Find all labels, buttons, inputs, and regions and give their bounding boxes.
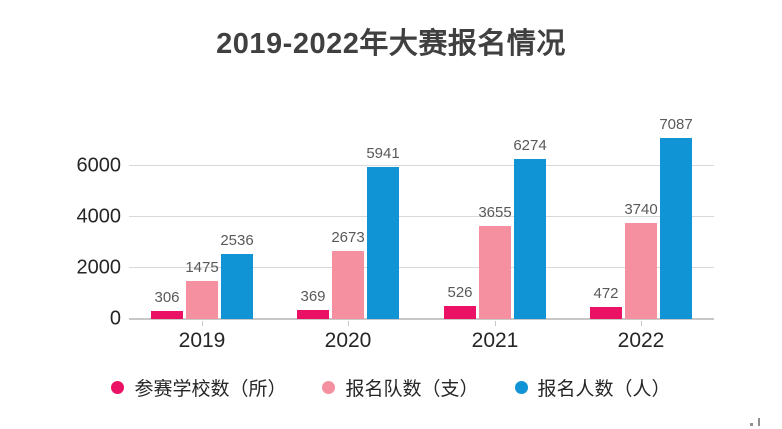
legend-dot-icon <box>514 381 528 394</box>
x-category-label: 2019 <box>178 329 226 352</box>
value-label: 3740 <box>624 201 658 218</box>
bar-2020-series2 <box>332 251 364 319</box>
x-axis-tick <box>202 321 203 326</box>
legend-label: 参赛学校数（所） <box>134 379 287 400</box>
bar-2022-series2 <box>625 223 657 319</box>
value-label: 526 <box>447 284 473 301</box>
legend: 参赛学校数（所） 报名队数（支） 报名人数（人） <box>0 374 782 401</box>
plot-area: 306 1475 2536 369 2673 5941 526 3655 6274 472 3740… <box>129 116 714 326</box>
value-label: 3655 <box>478 204 512 221</box>
gridline-2000 <box>129 267 714 268</box>
bar-2022-series3 <box>660 138 692 319</box>
x-axis-line <box>129 318 714 320</box>
watermark-dot <box>750 423 753 426</box>
y-tick-label: 4000 <box>76 205 122 228</box>
legend-item-series2: 报名队数（支） <box>322 374 479 401</box>
bar-2021-series2 <box>479 226 511 319</box>
y-axis: 0 2000 4000 6000 <box>0 130 122 329</box>
bar-2019-series1 <box>151 311 183 319</box>
x-axis: 2019 2020 2021 2022 <box>129 329 714 353</box>
x-axis-tick <box>348 321 349 326</box>
y-tick-label: 0 <box>109 307 121 330</box>
value-label: 472 <box>593 285 619 302</box>
x-category-label: 2021 <box>471 329 519 352</box>
x-axis-tick <box>641 321 642 326</box>
value-label: 6274 <box>513 137 547 154</box>
x-category-label: 2022 <box>617 329 665 352</box>
x-category-label: 2020 <box>324 329 372 352</box>
y-tick-label: 2000 <box>76 256 122 279</box>
chart-title: 2019-2022年大赛报名情况 <box>216 28 566 60</box>
legend-label: 报名队数（支） <box>345 379 479 400</box>
legend-dot-icon <box>322 381 336 394</box>
value-label: 2673 <box>331 229 365 246</box>
bar-2019-series3 <box>221 254 253 319</box>
gridline-4000 <box>129 216 714 217</box>
bar-2019-series2 <box>186 281 218 319</box>
y-tick-label: 6000 <box>76 154 122 177</box>
value-label: 306 <box>154 289 180 306</box>
legend-item-series3: 报名人数（人） <box>514 374 671 401</box>
legend-item-series1: 参赛学校数（所） <box>111 374 286 401</box>
legend-label: 报名人数（人） <box>537 379 671 400</box>
gridline-6000 <box>129 165 714 166</box>
bar-2021-series1 <box>444 306 476 319</box>
value-label: 5941 <box>366 145 400 162</box>
value-label: 2536 <box>220 232 254 249</box>
watermark-tick <box>758 418 760 426</box>
value-label: 369 <box>300 288 326 305</box>
x-axis-tick <box>495 321 496 326</box>
bar-2022-series1 <box>590 307 622 319</box>
bar-2021-series3 <box>514 159 546 319</box>
legend-dot-icon <box>111 381 125 394</box>
bar-2020-series1 <box>297 310 329 319</box>
value-label: 1475 <box>185 259 219 276</box>
watermark-fragment <box>750 416 764 426</box>
bar-2020-series3 <box>367 167 399 319</box>
value-label: 7087 <box>659 116 693 133</box>
